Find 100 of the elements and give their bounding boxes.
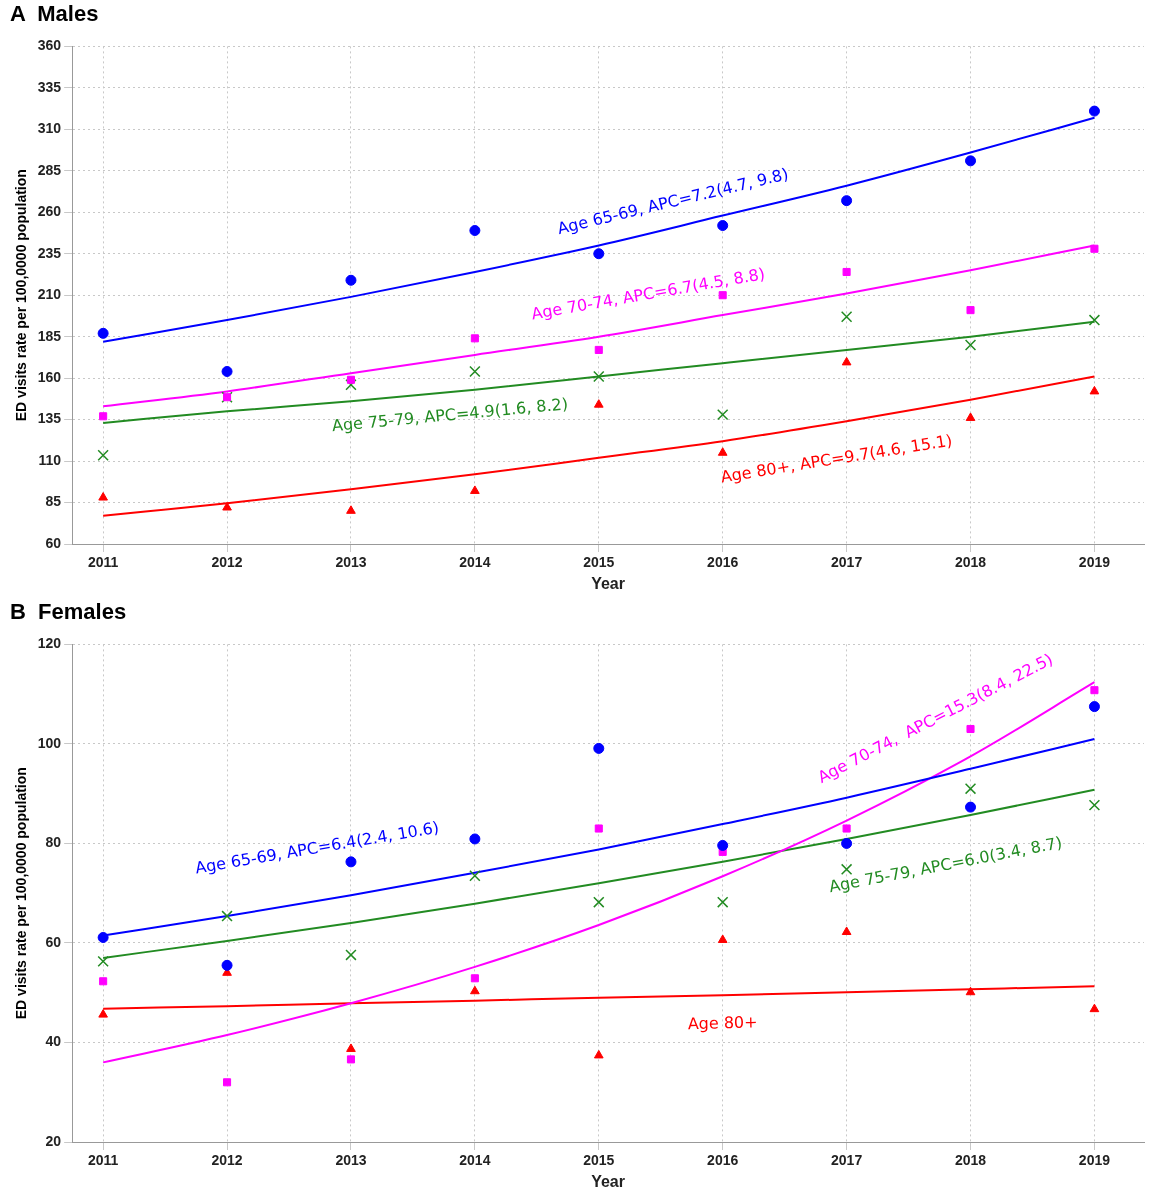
point [345,379,357,391]
point [594,824,603,833]
y-tick-label: 260 [37,203,62,220]
point [1090,686,1099,695]
point [842,267,851,277]
x-tick-label: 2013 [335,1152,367,1169]
point [221,366,233,377]
point [1088,314,1101,326]
point [98,1009,108,1018]
x-tick-label: 2017 [831,1152,863,1169]
x-tick-label: 2017 [831,554,863,571]
point [841,837,853,849]
y-tick-label: 185 [37,327,62,344]
x-axis-title: Year [591,1172,625,1190]
x-axis-title: Year [591,574,625,592]
y-tick-label: 40 [45,1033,62,1050]
point [717,408,729,421]
point [717,896,729,908]
point [345,274,357,286]
y-tick-label: 235 [37,244,62,261]
y-tick-label: 100 [37,734,62,751]
point [593,248,605,260]
point [593,742,605,754]
y-tick-label: 335 [37,78,62,95]
point [1088,799,1101,811]
point [717,447,728,456]
point [97,327,109,339]
point [594,345,603,354]
y-tick-label: 60 [45,933,62,950]
point [345,949,357,961]
point [346,1043,356,1052]
x-tick-label: 2013 [335,554,367,571]
point [840,311,853,323]
point [840,863,853,876]
point [965,801,977,813]
point [1088,701,1100,713]
point [841,926,852,936]
chart-title: B Females [10,599,127,625]
point [97,449,109,461]
point [469,225,481,237]
point [593,1049,604,1059]
point [470,974,479,983]
point [469,870,481,882]
point [222,502,232,511]
point [964,339,977,351]
y-tick-label: 160 [37,368,62,385]
y-axis-title: ED visits rate per 100,0000 population [13,767,30,1020]
point [346,1055,355,1064]
point [717,220,729,232]
point [470,485,480,494]
x-tick-label: 2014 [459,554,491,571]
point [470,985,480,995]
y-axis-title: ED visits rate per 100,0000 population [13,169,30,422]
x-tick-label: 2011 [87,1152,119,1169]
point [964,783,977,795]
x-tick-label: 2016 [707,1152,739,1169]
y-tick-label: 60 [45,534,62,551]
x-tick-label: 2019 [1078,1152,1111,1169]
point [469,833,481,845]
point [346,505,356,514]
y-tick-label: 120 [37,635,62,652]
point [593,896,605,908]
point [1090,244,1099,253]
y-tick-label: 20 [45,1132,62,1149]
y-tick-label: 110 [38,451,62,468]
point [97,955,109,968]
y-tick-label: 310 [37,120,62,137]
point [346,375,355,384]
point [593,370,605,383]
point [593,399,604,408]
point [1089,385,1100,395]
point [841,356,852,366]
x-tick-label: 2018 [954,1152,987,1169]
point [717,839,729,851]
point [99,977,108,986]
x-tick-label: 2012 [211,554,243,571]
point [965,155,977,167]
point [842,824,851,833]
point [841,195,853,207]
x-tick-label: 2015 [583,1152,615,1169]
point [717,934,728,943]
point [97,931,109,943]
x-tick-label: 2015 [583,554,615,571]
y-tick-label: 135 [37,410,62,427]
x-tick-label: 2012 [211,1152,243,1169]
point [221,910,233,922]
point [469,365,481,378]
point [1089,1003,1100,1013]
point [966,306,975,315]
point [965,986,976,996]
y-tick-label: 210 [37,286,62,303]
chart-title: A Males [10,1,99,27]
y-tick-label: 85 [45,493,62,510]
point [965,412,976,421]
x-tick-label: 2018 [954,554,987,571]
x-tick-label: 2011 [87,554,119,571]
point [223,1078,232,1087]
annotation: Age 75-79, APC=4.9(1.6, 8.2) [331,394,569,436]
y-tick-label: 80 [45,834,62,851]
point [221,959,233,971]
